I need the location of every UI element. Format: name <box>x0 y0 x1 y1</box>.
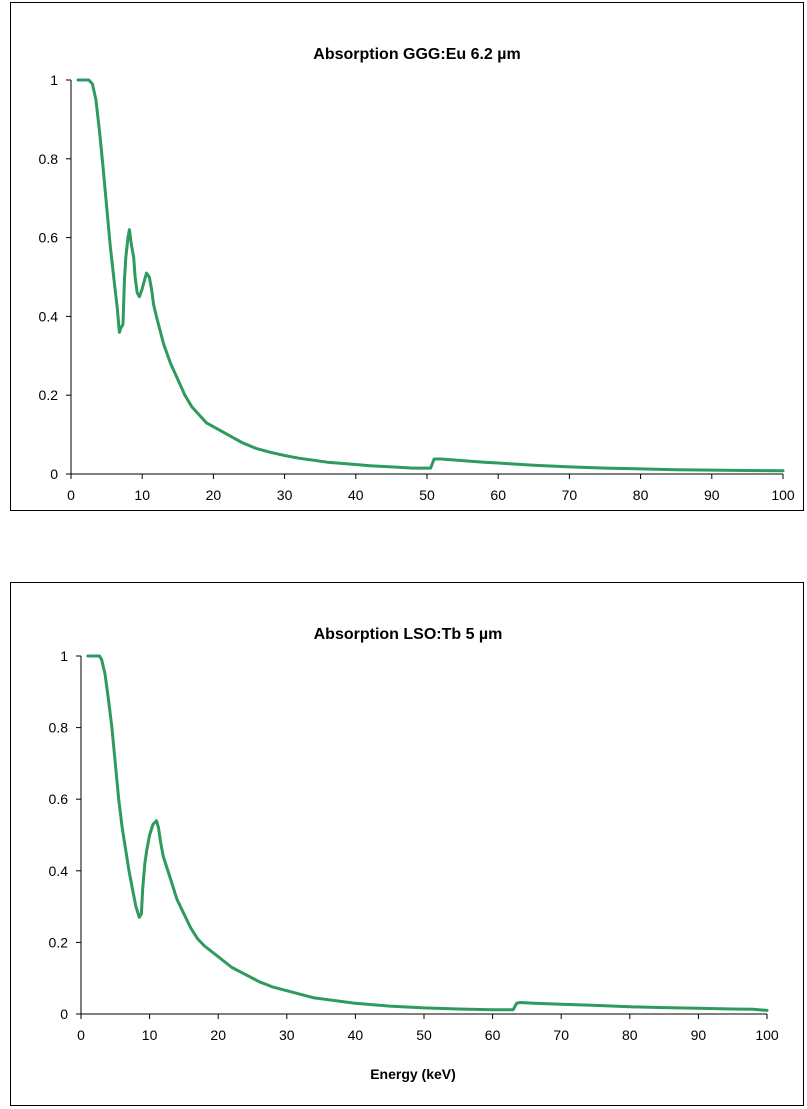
x-tick-label: 20 <box>206 487 222 503</box>
y-tick-label: 1 <box>60 648 68 664</box>
y-tick-label: 0.8 <box>49 720 69 736</box>
x-tick-label: 10 <box>142 1027 158 1043</box>
x-tick-label: 40 <box>348 1027 364 1043</box>
x-tick-label: 0 <box>67 487 75 503</box>
chart-title: Absorption GGG:Eu 6.2 µm <box>313 46 520 63</box>
y-tick-label: 0 <box>50 466 58 482</box>
chart-marks: 00.20.40.60.810 10 20 30 40 50 60 70 80 90 100 <box>49 648 779 1043</box>
y-tick-label: 0.8 <box>39 151 59 167</box>
series-line <box>76 78 785 473</box>
chart-border <box>10 2 804 511</box>
y-tick-label: 0.4 <box>39 308 59 324</box>
x-tick-label: 20 <box>210 1027 226 1043</box>
x-tick-label: 60 <box>485 1027 501 1043</box>
y-tick-label: 0.6 <box>49 791 69 807</box>
chart-marks: 00.20.40.60.810 10 20 30 40 50 60 70 80 90 100 <box>39 72 795 503</box>
chart-svg-ggg-eu: Absorption GGG:Eu 6.2 µm 00.20.40.60.810… <box>10 2 804 511</box>
chart-panel-lso-tb: Absorption LSO:Tb 5 µm Energy (keV) 0 0.2… <box>10 582 805 1107</box>
x-tick-label: 10 <box>134 487 150 503</box>
x-tick-label: 30 <box>277 487 293 503</box>
x-tick-label: 50 <box>416 1027 432 1043</box>
chart-title: Absorption LSO:Tb 5 µm <box>314 626 503 643</box>
chart-panel-ggg-eu: Absorption GGG:Eu 6.2 µm 0 0.2 0.4 0.6 0.8 1 0… <box>10 2 805 512</box>
x-tick-label: 70 <box>562 487 578 503</box>
series-line <box>86 654 769 1012</box>
x-tick-label: 80 <box>633 487 649 503</box>
x-tick-label: 70 <box>553 1027 569 1043</box>
x-tick-label: 100 <box>771 487 795 503</box>
y-tick-label: 0.2 <box>49 934 69 950</box>
y-tick-label: 0 <box>60 1006 68 1022</box>
chart-svg-lso-tb: Absorption LSO:Tb 5 µm Energy (keV) 0 0.2… <box>10 582 804 1106</box>
chart-border <box>10 582 804 1106</box>
x-tick-label: 50 <box>419 487 435 503</box>
x-tick-label: 30 <box>279 1027 295 1043</box>
x-tick-label: 80 <box>622 1027 638 1043</box>
x-tick-label: 40 <box>348 487 364 503</box>
x-tick-label: 100 <box>755 1027 779 1043</box>
y-tick-label: 0.4 <box>49 863 69 879</box>
x-tick-label: 90 <box>691 1027 707 1043</box>
y-tick-label: 1 <box>50 72 58 88</box>
x-axis-label: Energy (keV) <box>370 1066 456 1082</box>
x-tick-label: 0 <box>77 1027 85 1043</box>
y-tick-label: 0.6 <box>39 230 59 246</box>
x-tick-label: 60 <box>490 487 506 503</box>
x-tick-label: 90 <box>704 487 720 503</box>
y-tick-label: 0.2 <box>39 387 59 403</box>
